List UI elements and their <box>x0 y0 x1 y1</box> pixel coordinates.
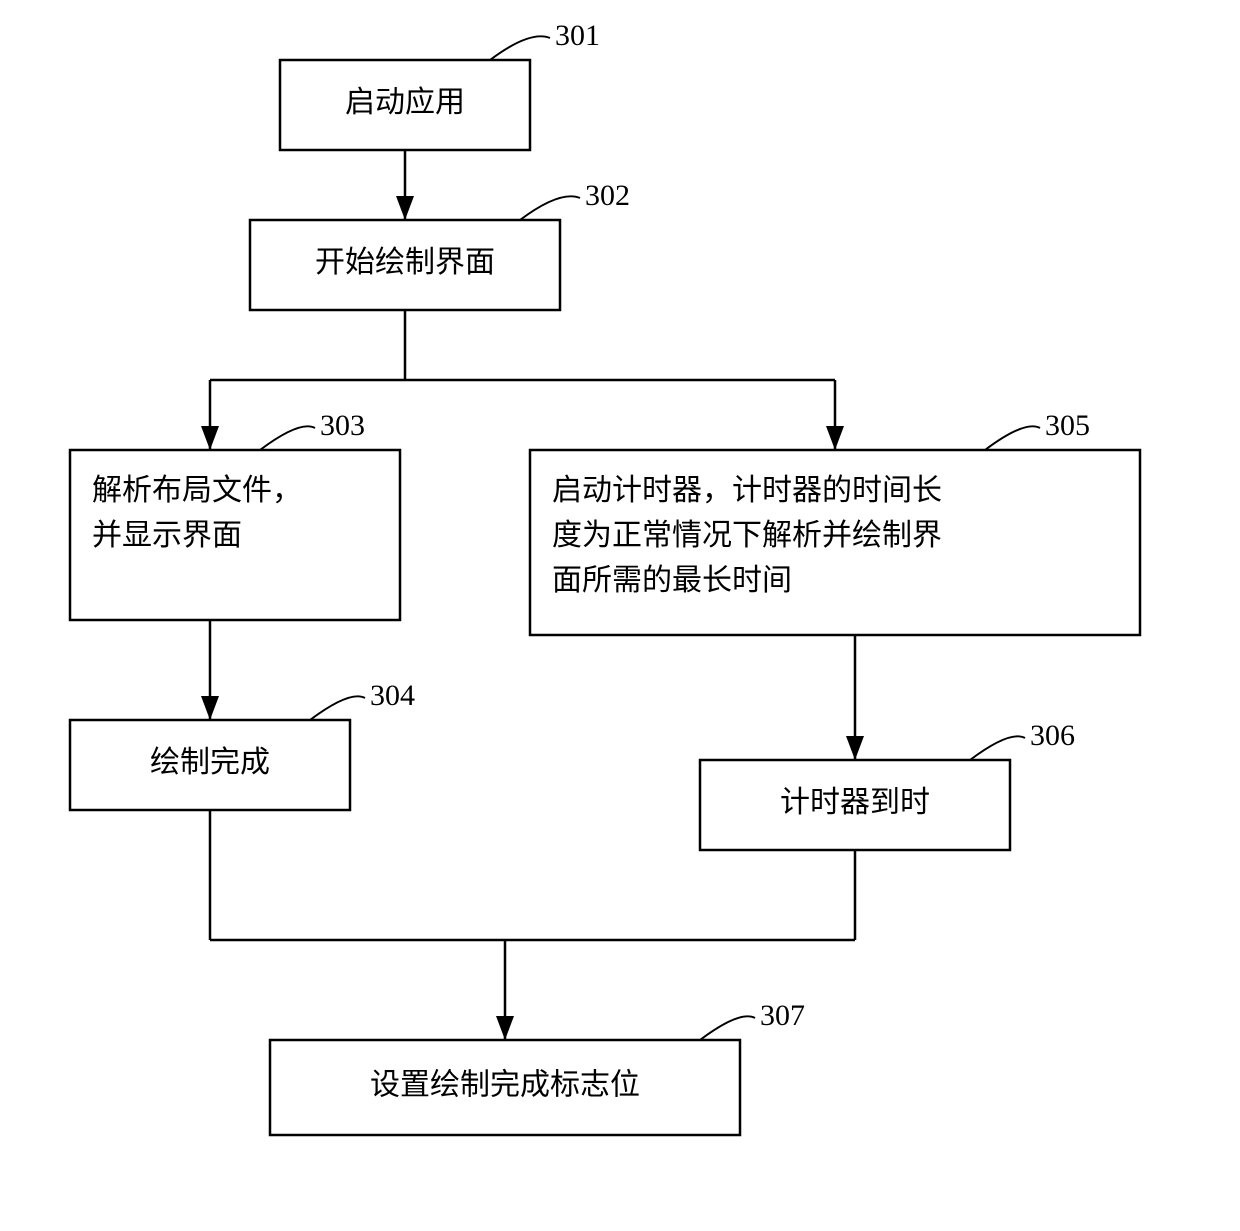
leader-line <box>700 1016 755 1040</box>
arrowhead-icon <box>201 696 219 720</box>
leader-line <box>310 696 365 720</box>
flow-node-label: 面所需的最长时间 <box>552 564 792 597</box>
flow-node-label: 度为正常情况下解析并绘制界 <box>552 519 942 552</box>
leader-line <box>490 36 550 60</box>
leader-line <box>260 426 315 450</box>
arrowhead-icon <box>846 736 864 760</box>
reference-number: 306 <box>1030 719 1075 752</box>
leader-line <box>970 736 1025 760</box>
arrowhead-icon <box>496 1016 514 1040</box>
arrowhead-icon <box>396 196 414 220</box>
reference-number: 303 <box>320 409 365 442</box>
reference-number: 307 <box>760 999 805 1032</box>
flow-node-label: 并显示界面 <box>92 519 242 552</box>
arrowhead-icon <box>201 426 219 450</box>
reference-number: 305 <box>1045 409 1090 442</box>
flow-node-label: 绘制完成 <box>150 746 270 779</box>
flow-node-label: 启动应用 <box>345 86 465 119</box>
flow-node-label: 设置绘制完成标志位 <box>370 1068 640 1101</box>
reference-number: 304 <box>370 679 415 712</box>
flow-node-label: 解析布局文件， <box>92 474 302 507</box>
flow-node-label: 开始绘制界面 <box>315 246 495 279</box>
reference-number: 302 <box>585 179 630 212</box>
arrowhead-icon <box>826 426 844 450</box>
flow-node-label: 计时器到时 <box>780 786 930 819</box>
leader-line <box>520 196 580 220</box>
leader-line <box>985 426 1040 450</box>
flowchart: 启动应用开始绘制界面解析布局文件， 并显示界面绘制完成 启动计时器，计时器的时间长度… <box>0 0 1240 1231</box>
flow-node-label: 启动计时器，计时器的时间长 <box>552 474 942 507</box>
reference-number: 301 <box>555 19 600 52</box>
